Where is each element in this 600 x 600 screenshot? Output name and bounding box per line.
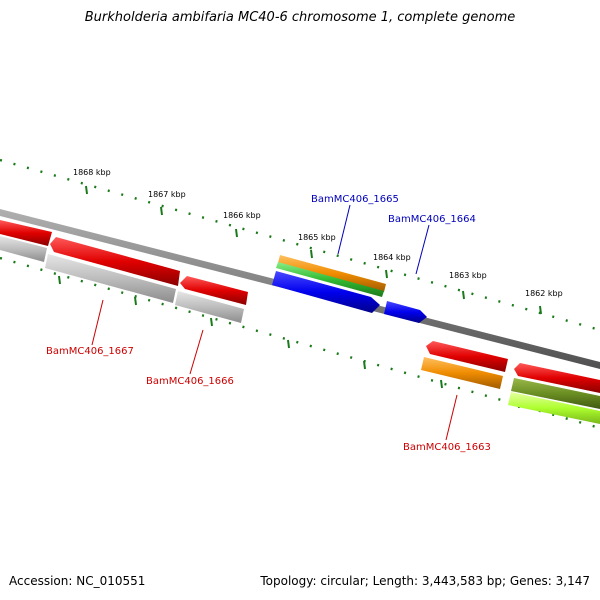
gene-1667-red[interactable] bbox=[50, 237, 180, 286]
gene-1665-orange[interactable] bbox=[278, 255, 386, 292]
gene-lime-right bbox=[508, 392, 600, 424]
gene-label-1664[interactable]: BamMC406_1664 bbox=[388, 214, 476, 225]
gene-1667-gray-left bbox=[0, 236, 47, 262]
gene-1663-red[interactable] bbox=[426, 341, 508, 372]
kbp-label-1862: 1862 kbp bbox=[525, 289, 563, 298]
kbp-label-1868: 1868 kbp bbox=[73, 168, 111, 177]
gene-1664-blue[interactable] bbox=[384, 301, 427, 323]
kbp-label-1865: 1865 kbp bbox=[298, 233, 336, 242]
gene-label-1665[interactable]: BamMC406_1665 bbox=[311, 194, 399, 205]
kbp-label-1866: 1866 kbp bbox=[223, 211, 261, 220]
inner-tick-ring bbox=[0, 256, 600, 430]
gene-1666-gray bbox=[175, 291, 244, 323]
label-leaders bbox=[91, 204, 458, 441]
outer-major-ticks bbox=[85, 185, 542, 315]
kbp-label-1863: 1863 kbp bbox=[449, 271, 487, 280]
gene-1665-green[interactable] bbox=[276, 262, 384, 297]
gene-label-1667[interactable]: BamMC406_1667 bbox=[46, 346, 134, 357]
gene-label-1663[interactable]: BamMC406_1663 bbox=[403, 442, 491, 453]
accession-text: Accession: NC_010551 bbox=[9, 574, 146, 588]
gene-1666-red[interactable] bbox=[180, 276, 248, 305]
gene-1667-gray bbox=[45, 254, 176, 303]
gene-label-1666[interactable]: BamMC406_1666 bbox=[146, 376, 234, 387]
gene-red-right[interactable] bbox=[514, 363, 600, 393]
genome-summary-text: Topology: circular; Length: 3,443,583 bp… bbox=[260, 574, 590, 588]
kbp-label-1864: 1864 kbp bbox=[373, 253, 411, 262]
kbp-scale-labels: 1868 kbp 1867 kbp 1866 kbp 1865 kbp 1864… bbox=[73, 168, 563, 298]
map-title: Burkholderia ambifaria MC40-6 chromosome… bbox=[84, 10, 516, 25]
outer-tick-ring bbox=[0, 158, 600, 332]
gene-1665-blue[interactable] bbox=[272, 271, 380, 313]
inner-major-ticks bbox=[58, 275, 520, 409]
gene-1667-red-left[interactable] bbox=[0, 220, 52, 246]
gene-olive-right bbox=[511, 378, 600, 409]
kbp-label-1867: 1867 kbp bbox=[148, 190, 186, 199]
gene-1663-orange[interactable] bbox=[421, 357, 503, 389]
